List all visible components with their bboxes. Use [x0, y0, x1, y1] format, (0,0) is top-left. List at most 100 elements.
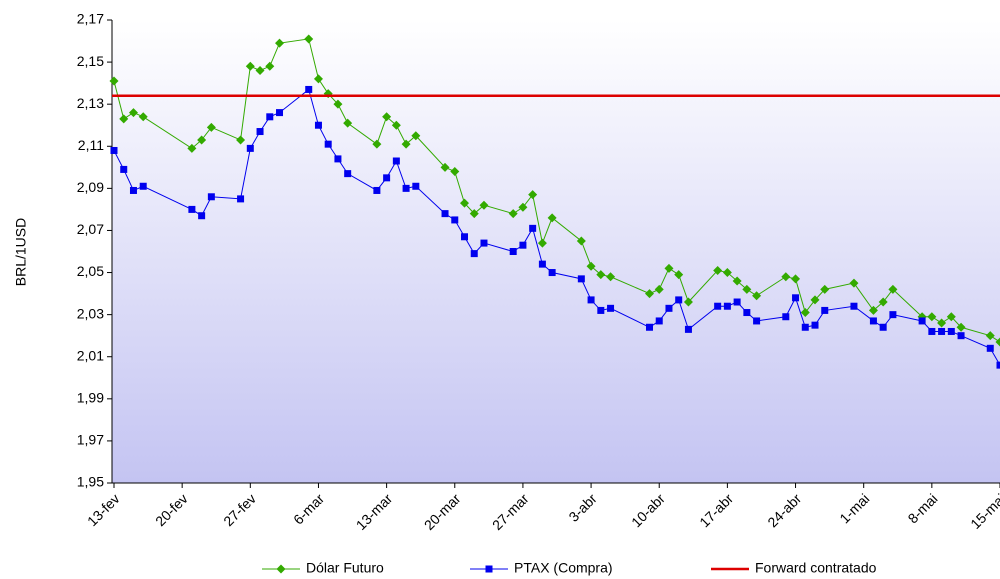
y-tick-label: 2,09	[77, 179, 104, 195]
y-tick-label: 2,07	[77, 221, 104, 237]
marker	[576, 236, 586, 246]
marker	[188, 205, 196, 213]
x-tick-label: 17-abr	[696, 490, 736, 530]
marker	[304, 34, 314, 44]
marker	[529, 224, 537, 232]
marker	[743, 309, 751, 317]
marker	[937, 318, 947, 328]
marker	[607, 304, 615, 312]
y-tick-label: 1,95	[77, 474, 104, 490]
marker	[518, 202, 528, 212]
marker	[198, 212, 206, 220]
legend-label: Dólar Futuro	[306, 560, 384, 576]
marker	[372, 139, 382, 149]
marker	[343, 118, 353, 128]
marker	[722, 268, 732, 278]
x-tick-label: 27-mar	[489, 490, 532, 533]
marker	[412, 182, 420, 190]
marker	[928, 327, 936, 335]
marker	[344, 170, 352, 178]
legend-marker	[276, 564, 286, 574]
x-tick-label: 3-abr	[565, 490, 600, 525]
marker	[781, 272, 791, 282]
marker	[800, 308, 810, 318]
marker	[391, 120, 401, 130]
marker	[868, 305, 878, 315]
marker	[480, 239, 488, 247]
marker	[440, 162, 450, 172]
marker	[869, 317, 877, 325]
marker	[519, 241, 527, 249]
marker	[128, 108, 138, 118]
marker	[469, 209, 479, 219]
marker	[879, 323, 887, 331]
marker	[265, 61, 275, 71]
marker	[792, 294, 800, 302]
marker	[411, 131, 421, 141]
y-tick-label: 2,05	[77, 263, 104, 279]
plot-area	[112, 20, 1000, 483]
marker	[946, 312, 956, 322]
marker	[236, 135, 246, 145]
marker	[723, 302, 731, 310]
legend-label: PTAX (Compra)	[514, 560, 613, 576]
marker	[742, 284, 752, 294]
x-tick-label: 1-mai	[836, 490, 872, 526]
marker	[714, 302, 722, 310]
marker	[986, 344, 994, 352]
marker	[995, 337, 1000, 347]
marker	[324, 140, 332, 148]
marker	[334, 155, 342, 163]
marker	[587, 296, 595, 304]
marker	[255, 66, 265, 76]
marker	[821, 306, 829, 314]
y-tick-label: 2,17	[77, 11, 104, 27]
marker	[275, 38, 285, 48]
y-tick-label: 2,03	[77, 305, 104, 321]
marker	[401, 139, 411, 149]
x-tick-label: 10-abr	[628, 490, 668, 530]
marker	[305, 85, 313, 93]
marker	[820, 284, 830, 294]
x-tick-label: 8-mai	[905, 490, 941, 526]
y-tick-label: 2,01	[77, 347, 104, 363]
marker	[947, 327, 955, 335]
x-tick-label: 27-fev	[220, 490, 259, 529]
marker	[683, 297, 693, 307]
x-tick-label: 13-mar	[353, 490, 396, 533]
marker	[733, 298, 741, 306]
x-tick-label: 15-mai	[967, 490, 1000, 532]
marker	[110, 146, 118, 154]
marker	[383, 174, 391, 182]
marker	[606, 272, 616, 282]
marker	[509, 248, 517, 255]
x-tick-label: 20-fev	[152, 490, 191, 529]
marker	[528, 190, 538, 200]
marker	[333, 99, 343, 109]
marker	[392, 157, 400, 165]
marker	[109, 76, 119, 86]
marker	[538, 260, 546, 268]
marker	[197, 135, 207, 145]
marker	[753, 317, 761, 325]
marker	[537, 238, 547, 248]
marker	[732, 276, 742, 286]
y-tick-label: 2,11	[78, 137, 104, 153]
y-tick-label: 1,97	[77, 432, 104, 448]
x-tick-label: 6-mar	[290, 490, 327, 527]
marker	[654, 284, 664, 294]
marker	[850, 302, 858, 310]
marker	[207, 193, 215, 201]
marker	[451, 216, 459, 224]
marker	[878, 297, 888, 307]
marker	[187, 143, 197, 153]
marker	[811, 321, 819, 329]
marker	[801, 323, 809, 331]
y-tick-label: 2,15	[77, 53, 104, 69]
marker	[138, 112, 148, 122]
x-tick-label: 20-mar	[421, 490, 464, 533]
marker	[256, 128, 264, 136]
marker	[206, 122, 216, 132]
marker	[889, 311, 897, 319]
